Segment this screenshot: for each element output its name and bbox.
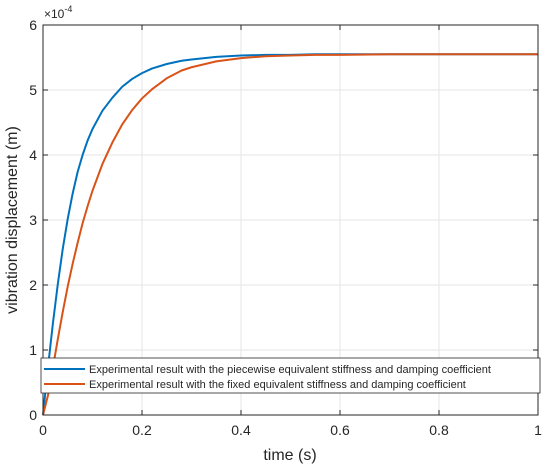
y-tick-label: 4 [29, 147, 37, 163]
legend: Experimental result with the piecewise e… [40, 357, 541, 394]
x-tick-label: 0.6 [330, 422, 350, 438]
y-exponent-base: ×10 [44, 7, 65, 21]
series-line-2 [42, 53, 538, 416]
y-axis-label: vibration displacement (m) [4, 126, 21, 314]
y-exponent-power: -4 [64, 4, 72, 14]
x-tick-label: 0 [39, 422, 47, 438]
y-exponent-label: ×10-4 [44, 4, 72, 21]
x-tick-label: 0.8 [429, 422, 449, 438]
y-tick-label: 3 [29, 212, 37, 228]
y-axis-ticks: 0 1 2 3 4 5 6 [29, 17, 538, 423]
legend-entry-series-2: Experimental result with the fixed equiv… [89, 379, 466, 391]
x-axis-ticks: 0 0.2 0.4 0.6 0.8 1 [39, 25, 542, 438]
x-tick-label: 0.4 [231, 422, 251, 438]
x-tick-label: 0.2 [132, 422, 152, 438]
y-tick-label: 2 [29, 277, 37, 293]
x-tick-label: 1 [534, 422, 542, 438]
x-axis-label: time (s) [263, 447, 316, 464]
plot-lines [42, 53, 538, 416]
y-tick-label: 0 [29, 407, 37, 423]
y-tick-label: 1 [29, 342, 37, 358]
y-tick-label: 6 [29, 17, 37, 33]
legend-entry-series-1: Experimental result with the piecewise e… [89, 364, 491, 376]
y-tick-label: 5 [29, 82, 37, 98]
legend-box [40, 357, 541, 394]
